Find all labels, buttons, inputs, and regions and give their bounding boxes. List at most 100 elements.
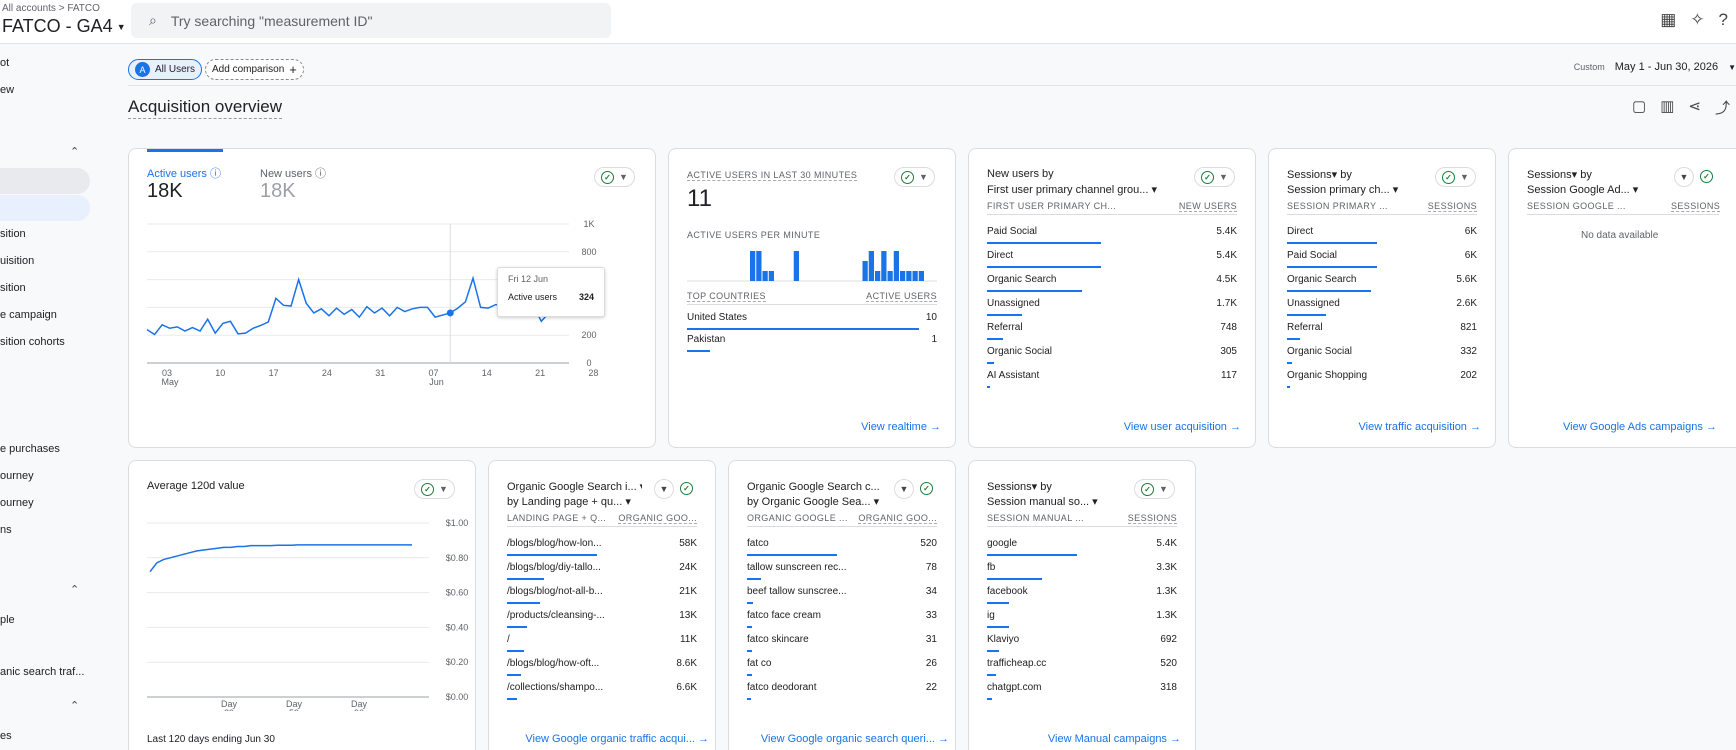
card-title[interactable]: Average 120d value bbox=[147, 480, 245, 492]
view-manual-campaigns-link[interactable]: View Manual campaigns → bbox=[1048, 733, 1181, 745]
card-dimension[interactable]: First user primary channel grou... ▾ bbox=[987, 184, 1157, 196]
card-title[interactable]: Organic Google Search c... ▾ bbox=[747, 480, 882, 493]
table-row-label: Organic Shopping bbox=[1287, 370, 1368, 381]
row-bar bbox=[747, 578, 761, 580]
sidebar-item[interactable]: ourney bbox=[0, 470, 34, 482]
row-bar bbox=[987, 242, 1102, 244]
x-tick-label: 28 bbox=[588, 368, 598, 378]
row-bar bbox=[987, 386, 990, 388]
view-organic-traffic-link[interactable]: View Google organic traffic acqui... → bbox=[525, 733, 709, 745]
sidebar-item[interactable]: ns bbox=[0, 524, 12, 536]
sidebar-item[interactable]: sition cohorts bbox=[0, 336, 65, 348]
card-status-menu[interactable]: ✓ ▼ bbox=[1435, 167, 1476, 187]
card-dimension[interactable]: by Organic Google Sea... ▾ bbox=[747, 496, 880, 508]
card-dimension[interactable]: Session primary ch... ▾ bbox=[1287, 184, 1399, 196]
filter-icon[interactable]: ▼ bbox=[894, 479, 914, 499]
avg-value-line-chart: $1.00$0.80$0.60$0.40$0.20$0.00Day29Day59… bbox=[147, 518, 469, 711]
card-status-menu[interactable]: ✓ ▼ bbox=[1194, 167, 1235, 187]
caret-down-icon: ▼ bbox=[1460, 172, 1469, 182]
property-selector[interactable]: FATCO - GA4 ▼ bbox=[2, 16, 126, 37]
x-tick-month: Jun bbox=[429, 377, 444, 387]
per-minute-caption: ACTIVE USERS PER MINUTE bbox=[687, 230, 821, 240]
check-icon[interactable]: ✓ bbox=[920, 482, 933, 495]
y-tick-label: $0.40 bbox=[446, 622, 469, 632]
all-users-chip[interactable]: A All Users bbox=[128, 59, 203, 80]
sidebar-item[interactable]: ourney bbox=[0, 497, 34, 509]
divider bbox=[747, 526, 937, 527]
help-icon[interactable]: ? bbox=[1718, 10, 1728, 29]
check-icon: ✓ bbox=[1141, 482, 1154, 496]
add-comparison-label: Add comparison bbox=[212, 64, 285, 75]
chevron-up-icon[interactable]: ⌃ bbox=[70, 700, 80, 712]
sidebar-item-selected[interactable] bbox=[0, 168, 90, 194]
filter-icon[interactable]: ▼ bbox=[654, 479, 674, 499]
search-icon: ⌕ bbox=[149, 12, 157, 28]
view-organic-queries-link[interactable]: View Google organic search queri... → bbox=[761, 733, 949, 745]
sidebar-item[interactable]: ew bbox=[0, 84, 15, 96]
table-row-label: Referral bbox=[987, 322, 1023, 333]
card-status-menu[interactable]: ✓ ▼ bbox=[414, 479, 455, 499]
view-user-acquisition-link[interactable]: View user acquisition → bbox=[1124, 421, 1241, 433]
sidebar-item[interactable]: sition bbox=[0, 282, 26, 294]
card-status-menu[interactable]: ✓ ▼ bbox=[1134, 479, 1175, 499]
card-dimension[interactable]: Session manual so... ▾ bbox=[987, 496, 1098, 508]
table-row-value: 34 bbox=[925, 586, 937, 597]
card-title-metric[interactable]: Sessions bbox=[1287, 169, 1332, 181]
card-title[interactable]: Organic Google Search i... ▾ bbox=[507, 480, 642, 493]
caret-down-icon: ▼ bbox=[1159, 484, 1168, 494]
view-realtime-link[interactable]: View realtime → bbox=[861, 421, 941, 433]
filter-icon[interactable]: ▼ bbox=[1674, 167, 1694, 187]
table-row-label: Organic Social bbox=[1287, 346, 1353, 357]
minute-bar bbox=[900, 271, 906, 281]
view-traffic-acquisition-link[interactable]: View traffic acquisition → bbox=[1359, 421, 1482, 433]
sidebar-item[interactable]: uisition bbox=[0, 255, 35, 267]
divider bbox=[987, 526, 1177, 527]
sidebar-item[interactable]: e campaign bbox=[0, 309, 57, 321]
chevron-up-icon[interactable]: ⌃ bbox=[70, 146, 80, 158]
card-title-metric[interactable]: New users bbox=[987, 168, 1039, 180]
table-row-value: 26 bbox=[925, 658, 937, 669]
check-icon[interactable]: ✓ bbox=[680, 482, 693, 495]
sidebar-item[interactable]: e purchases bbox=[0, 443, 60, 455]
sidebar-item[interactable]: ot bbox=[0, 57, 10, 69]
caret-down-icon: ▼ bbox=[919, 172, 928, 182]
table-row-label: fb bbox=[987, 562, 996, 573]
notes-icon[interactable]: ▢ bbox=[1632, 98, 1647, 115]
share-icon[interactable]: ⋖ bbox=[1688, 98, 1701, 115]
breadcrumb[interactable]: All accounts > FATCO bbox=[2, 3, 100, 14]
sidebar-item[interactable]: es bbox=[0, 730, 12, 742]
y-tick-label: 0 bbox=[586, 358, 591, 368]
arrow-right-icon: → bbox=[1170, 733, 1181, 745]
active-users-tab[interactable]: Active users ⓘ bbox=[147, 165, 221, 181]
sidebar-item-active[interactable] bbox=[0, 195, 90, 221]
table-row-label: Organic Search bbox=[1287, 274, 1357, 285]
table-row-value: 2.6K bbox=[1456, 298, 1477, 309]
card-dimension[interactable]: by Landing page + qu... ▾ bbox=[507, 496, 631, 508]
card-status-menu[interactable]: ✓ ▼ bbox=[894, 167, 935, 187]
search-insights-icon[interactable]: ✧ bbox=[1690, 10, 1705, 29]
table-row-label: Pakistan bbox=[687, 334, 726, 345]
table-row-value: 22 bbox=[925, 682, 937, 693]
sidebar-item[interactable]: ple bbox=[0, 614, 15, 626]
new-users-tab[interactable]: New users ⓘ bbox=[260, 165, 326, 181]
sidebar-item[interactable]: anic search traf... bbox=[0, 666, 85, 678]
search-box[interactable]: ⌕ Try searching "measurement ID" bbox=[131, 3, 611, 38]
card-status-menu[interactable]: ✓ ▼ bbox=[594, 167, 635, 187]
compare-icon[interactable]: ▥ bbox=[1660, 98, 1675, 115]
table-row-value: 4.5K bbox=[1216, 274, 1237, 285]
check-icon[interactable]: ✓ bbox=[1700, 170, 1713, 183]
card-title-metric[interactable]: Sessions bbox=[987, 481, 1032, 493]
card-title-metric[interactable]: Sessions bbox=[1527, 169, 1572, 181]
table-row-value: 78 bbox=[925, 562, 937, 573]
chevron-up-icon[interactable]: ⌃ bbox=[70, 584, 80, 596]
card-dimension-label: Session Google Ad... bbox=[1527, 184, 1630, 196]
sidebar-item[interactable]: sition bbox=[0, 228, 26, 240]
table-row-value: 24K bbox=[679, 562, 697, 573]
view-google-ads-link[interactable]: View Google Ads campaigns → bbox=[1563, 421, 1717, 433]
grid-icon[interactable]: ▦ bbox=[1660, 10, 1677, 29]
card-dimension[interactable]: Session Google Ad... ▾ bbox=[1527, 184, 1639, 196]
table-row-value: 117 bbox=[1221, 370, 1237, 381]
date-range-selector[interactable]: Custom May 1 - Jun 30, 2026 ▼ bbox=[1574, 61, 1736, 73]
add-comparison-button[interactable]: Add comparison + bbox=[205, 59, 304, 80]
insights-icon[interactable]: ⤴ bbox=[1714, 100, 1730, 117]
